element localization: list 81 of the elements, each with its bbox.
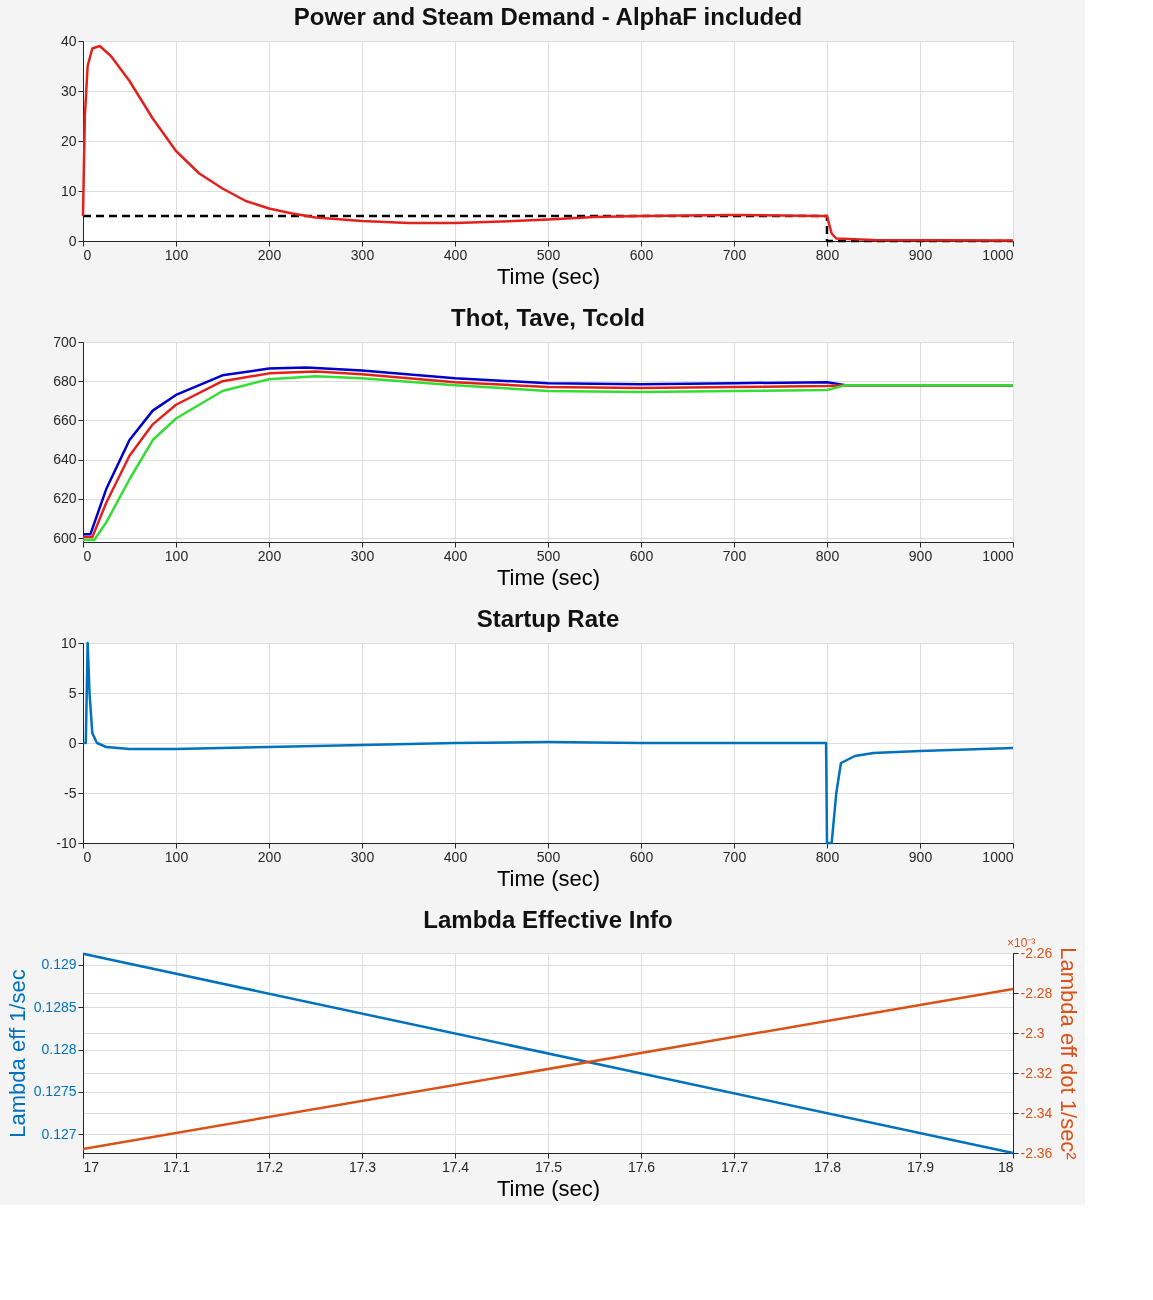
- line-series: [81, 641, 1015, 845]
- chart-title: Lambda Effective Info: [423, 906, 673, 933]
- chart-title: Power and Steam Demand - AlphaF included: [293, 3, 803, 30]
- y-tick-label: 5: [68, 684, 77, 701]
- x-tick-label: 800: [815, 848, 840, 865]
- x-tick-label: 700: [722, 848, 747, 865]
- x-tick-label: 0: [83, 547, 92, 564]
- x-tick-label: 600: [629, 848, 654, 865]
- y-tick-label: 640: [53, 451, 77, 468]
- x-tick-label: 300: [350, 848, 375, 865]
- y-tick-label: 0.1285: [33, 998, 77, 1015]
- x-tick-label: 400: [443, 848, 468, 865]
- x-tick-label: 900: [908, 547, 933, 564]
- x-tick-label: 0: [83, 246, 92, 263]
- x-tick-label: 17.8: [813, 1158, 842, 1175]
- x-tick-label: 400: [443, 246, 468, 263]
- y-axis-title: Lambda eff 1/sec: [4, 969, 30, 1138]
- x-tick-label: 17: [83, 1158, 100, 1175]
- x-tick-label: 100: [164, 848, 189, 865]
- y-tick-label: 10: [60, 182, 77, 199]
- x-tick-label: 800: [815, 547, 840, 564]
- x-tick-label: 400: [443, 547, 468, 564]
- x-tick-label: 1000: [982, 547, 1014, 564]
- x-tick-label: 200: [257, 547, 282, 564]
- y-tick-label: 40: [60, 32, 77, 49]
- x-tick-label: 600: [629, 246, 654, 263]
- x-tick-label: 17.3: [348, 1158, 377, 1175]
- x-tick-label: 17.7: [720, 1158, 749, 1175]
- x-axis-title: Time (sec): [496, 865, 601, 891]
- y-tick-label: -5: [64, 784, 77, 801]
- x-tick-label: 17.9: [906, 1158, 935, 1175]
- x-tick-label: 700: [722, 547, 747, 564]
- x-tick-label: 200: [257, 848, 282, 865]
- y2-tick-label: -2.34: [1020, 1104, 1053, 1121]
- y-tick-label: 680: [53, 372, 77, 389]
- x-tick-label: 17.2: [255, 1158, 284, 1175]
- y2-tick-label: -2.36: [1020, 1144, 1053, 1161]
- x-tick-label: 17.1: [162, 1158, 191, 1175]
- x-axis-title: Time (sec): [496, 564, 601, 590]
- y-tick-label: 0.1275: [33, 1083, 77, 1100]
- y2-tick-label: -2.3: [1020, 1024, 1045, 1041]
- x-tick-label: 100: [164, 547, 189, 564]
- x-tick-label: 200: [257, 246, 282, 263]
- y2-tick-label: -2.28: [1020, 984, 1053, 1001]
- x-tick-label: 17.5: [534, 1158, 563, 1175]
- x-tick-label: 500: [536, 848, 561, 865]
- x-tick-label: 1000: [982, 246, 1014, 263]
- x-tick-label: 300: [350, 246, 375, 263]
- y-tick-label: 0: [68, 232, 77, 249]
- y-tick-label: 0.129: [41, 956, 77, 973]
- y-tick-label: 660: [53, 411, 77, 428]
- x-tick-label: 100: [164, 246, 189, 263]
- x-tick-label: 17.6: [627, 1158, 656, 1175]
- x-tick-label: 17.4: [441, 1158, 470, 1175]
- y-tick-label: -10: [56, 834, 77, 851]
- x-tick-label: 900: [908, 848, 933, 865]
- x-tick-label: 500: [536, 547, 561, 564]
- chart-title: Thot, Tave, Tcold: [451, 304, 645, 331]
- x-tick-label: 1000: [982, 848, 1014, 865]
- x-tick-label: 600: [629, 547, 654, 564]
- y-tick-label: 700: [53, 333, 77, 350]
- x-tick-label: 900: [908, 246, 933, 263]
- y-tick-label: 30: [60, 82, 77, 99]
- x-tick-label: 300: [350, 547, 375, 564]
- x-tick-label: 500: [536, 246, 561, 263]
- y-tick-label: 0.128: [41, 1041, 77, 1058]
- chart-title: Startup Rate: [476, 605, 620, 632]
- x-tick-label: 0: [83, 848, 92, 865]
- x-tick-label: 18: [997, 1158, 1014, 1175]
- y-tick-label: 0.127: [41, 1125, 77, 1142]
- x-axis-title: Time (sec): [496, 263, 601, 289]
- y-tick-label: 20: [60, 132, 77, 149]
- y2-tick-label: -2.32: [1020, 1064, 1053, 1081]
- y2-axis-title: Lambda eff dot 1/sec²: [1056, 947, 1082, 1160]
- x-tick-label: 800: [815, 246, 840, 263]
- y-tick-label: 620: [53, 490, 77, 507]
- y-tick-label: 0: [68, 734, 77, 751]
- y-tick-label: 10: [60, 634, 77, 651]
- x-axis-title: Time (sec): [496, 1175, 601, 1201]
- x-tick-label: 700: [722, 246, 747, 263]
- y-tick-label: 600: [53, 529, 77, 546]
